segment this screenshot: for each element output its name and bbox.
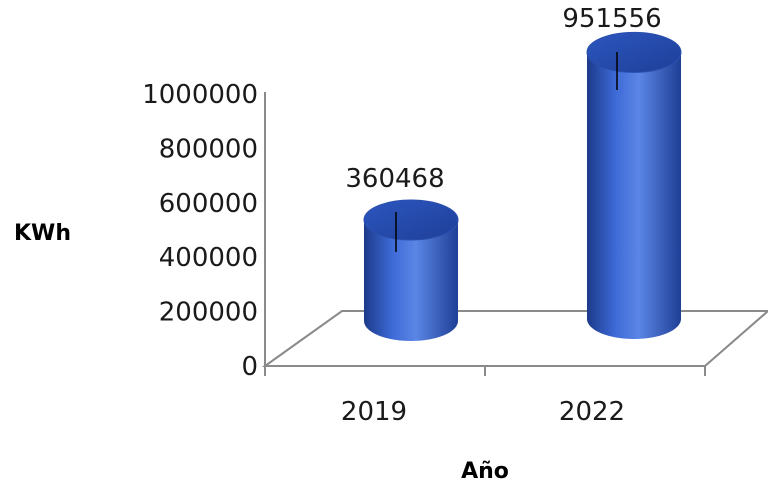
x-axis-ticks: 2019 2022 [341,397,625,427]
bar-cap [363,199,459,241]
x-tick-label: 2022 [559,397,625,427]
y-tick-label: 200000 [159,298,258,328]
y-tick-label: 800000 [159,134,258,164]
data-label: 951556 [562,4,661,34]
bar-body [587,52,681,339]
bar-cap [586,31,682,73]
y-axis-title: KWh [14,221,71,246]
y-tick-label: 600000 [159,189,258,219]
x-tick-label: 2019 [341,397,407,427]
x-axis-title: Año [461,459,509,484]
bar-body [364,220,458,341]
y-axis-ticks: 0 200000 400000 600000 800000 1000000 [142,80,258,382]
y-tick-label: 1000000 [142,80,258,110]
y-tick-label: 400000 [159,243,258,273]
bar-2022: 951556 [562,4,682,339]
bar-2019: 360468 [345,164,459,341]
chart-floor [261,310,768,367]
bars: 360468 951556 [345,4,682,341]
data-label: 360468 [345,164,444,194]
y-tick-label: 0 [241,352,258,382]
